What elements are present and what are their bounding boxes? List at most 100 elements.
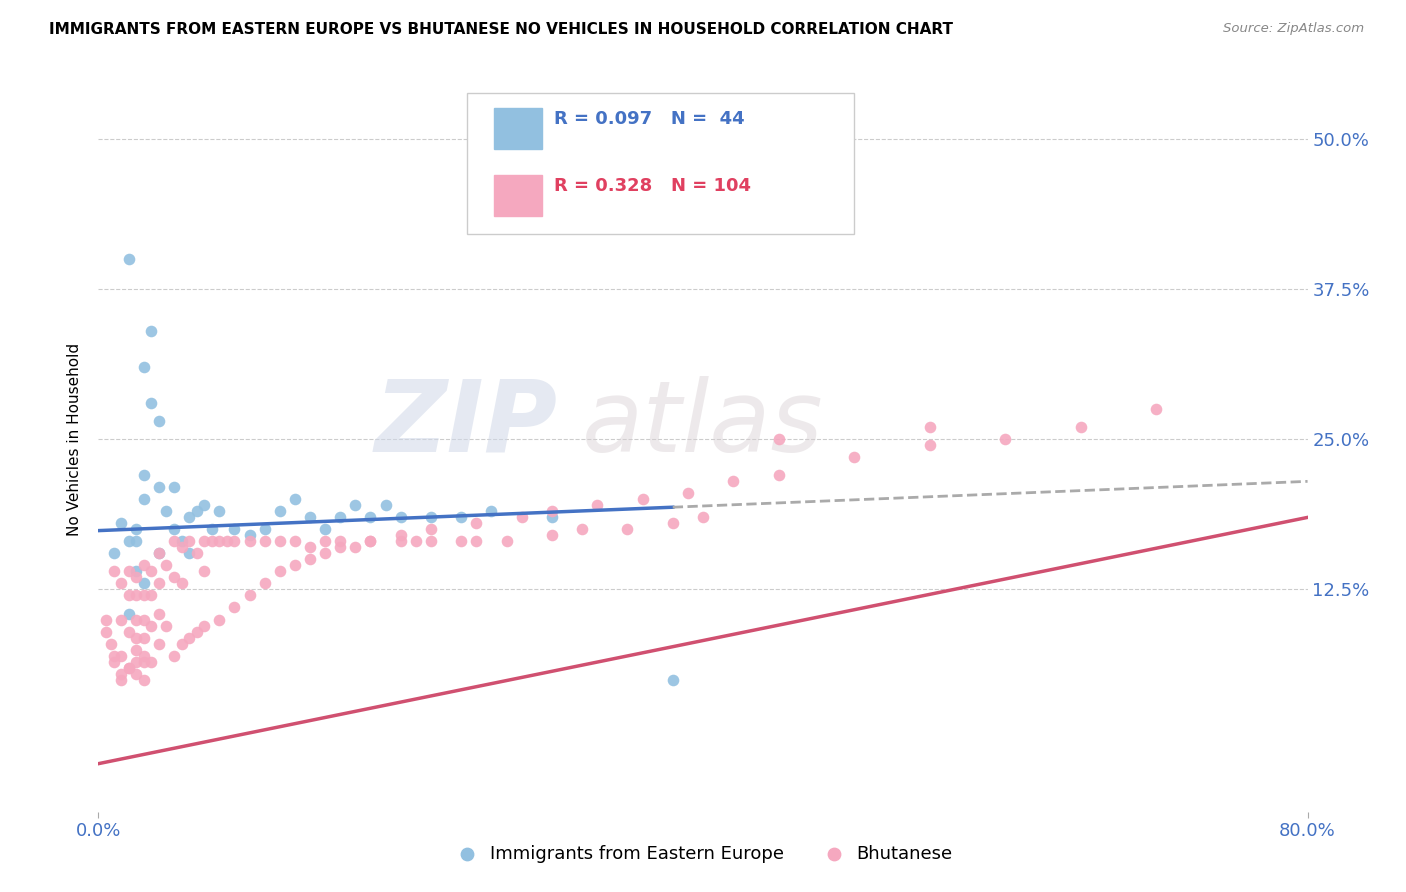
Point bbox=[193, 565, 215, 579]
Point bbox=[155, 504, 177, 518]
Point bbox=[201, 534, 224, 549]
FancyBboxPatch shape bbox=[467, 93, 855, 235]
Text: IMMIGRANTS FROM EASTERN EUROPE VS BHUTANESE NO VEHICLES IN HOUSEHOLD CORRELATION: IMMIGRANTS FROM EASTERN EUROPE VS BHUTAN… bbox=[49, 22, 953, 37]
Point bbox=[374, 499, 396, 513]
Point bbox=[141, 565, 163, 579]
Point bbox=[132, 360, 155, 375]
Point bbox=[170, 541, 193, 555]
Point bbox=[132, 613, 155, 627]
Point bbox=[155, 558, 177, 573]
Text: R = 0.328   N = 104: R = 0.328 N = 104 bbox=[554, 178, 751, 195]
Point bbox=[186, 504, 208, 518]
Text: atlas: atlas bbox=[582, 376, 824, 473]
Point bbox=[193, 499, 215, 513]
Y-axis label: No Vehicles in Household: No Vehicles in Household bbox=[67, 343, 83, 536]
Point bbox=[110, 613, 132, 627]
Point bbox=[208, 534, 231, 549]
Point bbox=[676, 486, 699, 500]
Point bbox=[239, 528, 262, 542]
Point bbox=[148, 546, 170, 560]
Point bbox=[103, 655, 125, 669]
Point bbox=[132, 492, 155, 507]
Point bbox=[253, 576, 276, 591]
Point bbox=[118, 624, 141, 639]
Point bbox=[103, 546, 125, 560]
Point bbox=[616, 523, 638, 537]
Point bbox=[94, 624, 117, 639]
Point bbox=[125, 589, 148, 603]
Point bbox=[125, 666, 148, 681]
Point bbox=[269, 565, 291, 579]
Point bbox=[224, 600, 246, 615]
Point bbox=[141, 655, 163, 669]
Point bbox=[163, 480, 186, 494]
Point bbox=[118, 660, 141, 674]
Point bbox=[215, 534, 238, 549]
Point bbox=[768, 468, 790, 483]
Point bbox=[284, 492, 307, 507]
Point bbox=[94, 613, 117, 627]
Point bbox=[155, 618, 177, 632]
Point bbox=[141, 618, 163, 632]
Point bbox=[118, 565, 141, 579]
Point bbox=[186, 624, 208, 639]
Point bbox=[148, 480, 170, 494]
Point bbox=[208, 504, 231, 518]
Point bbox=[110, 648, 132, 663]
Point bbox=[163, 534, 186, 549]
Point bbox=[360, 534, 382, 549]
Point bbox=[118, 252, 141, 266]
Point bbox=[118, 660, 141, 674]
Point bbox=[103, 648, 125, 663]
Point bbox=[344, 541, 367, 555]
Point bbox=[314, 534, 336, 549]
Point bbox=[224, 523, 246, 537]
Point bbox=[314, 523, 336, 537]
Point bbox=[148, 546, 170, 560]
Point bbox=[631, 492, 654, 507]
Point bbox=[420, 523, 443, 537]
Point bbox=[110, 516, 132, 531]
Point bbox=[299, 541, 322, 555]
Point bbox=[110, 666, 132, 681]
Bar bbox=[494, 108, 543, 149]
Point bbox=[389, 534, 412, 549]
Point bbox=[994, 433, 1017, 447]
Point bbox=[571, 523, 593, 537]
Point bbox=[420, 510, 443, 524]
Point bbox=[918, 438, 941, 452]
Point bbox=[170, 576, 193, 591]
Point bbox=[186, 546, 208, 560]
Point bbox=[125, 570, 148, 584]
Point bbox=[586, 499, 609, 513]
Point bbox=[148, 414, 170, 428]
Point bbox=[465, 534, 488, 549]
Point bbox=[170, 534, 193, 549]
Point bbox=[132, 576, 155, 591]
Point bbox=[100, 636, 122, 650]
Point bbox=[163, 523, 186, 537]
Point bbox=[284, 558, 307, 573]
Point bbox=[510, 510, 533, 524]
Point bbox=[481, 504, 503, 518]
Point bbox=[661, 673, 683, 687]
Text: R = 0.097   N =  44: R = 0.097 N = 44 bbox=[554, 110, 745, 128]
Point bbox=[299, 552, 322, 566]
Point bbox=[132, 558, 155, 573]
Point bbox=[125, 642, 148, 657]
Point bbox=[125, 534, 148, 549]
Point bbox=[389, 528, 412, 542]
Point bbox=[269, 504, 291, 518]
Point bbox=[148, 576, 170, 591]
Point bbox=[1070, 420, 1092, 434]
Point bbox=[125, 655, 148, 669]
Point bbox=[132, 589, 155, 603]
Point bbox=[224, 534, 246, 549]
Point bbox=[253, 534, 276, 549]
Point bbox=[118, 589, 141, 603]
Point bbox=[253, 523, 276, 537]
Point bbox=[844, 450, 866, 465]
Point bbox=[269, 534, 291, 549]
Point bbox=[118, 607, 141, 621]
Point bbox=[125, 613, 148, 627]
